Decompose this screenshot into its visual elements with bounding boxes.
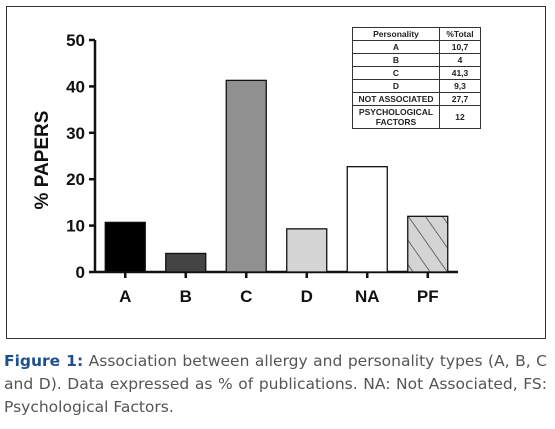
data-table: Personality %Total A 10,7 B 4 C 41,3 D 9…: [352, 27, 481, 129]
bar-d: [286, 228, 328, 273]
table-row: A 10,7: [352, 40, 481, 54]
y-tick-label: 30: [66, 124, 85, 143]
caption-label: Figure 1:: [4, 352, 84, 370]
x-tick-label: A: [119, 287, 131, 306]
table-row: C 41,3: [352, 66, 481, 80]
x-tick-label: NA: [355, 287, 380, 306]
table-row: D 9,3: [352, 79, 481, 93]
table-header-personality: Personality: [352, 27, 440, 41]
bars: [104, 79, 449, 273]
table-cell-personality: B: [352, 53, 440, 67]
table-row: PSYCHOLOGICAL FACTORS 12: [352, 105, 481, 129]
bar-a: [104, 221, 146, 273]
y-tick-label: 20: [66, 170, 85, 189]
table-cell-total: 10,7: [439, 40, 481, 54]
table-cell-total: 41,3: [439, 66, 481, 80]
bar-na: [346, 166, 388, 273]
x-tick-label: D: [301, 287, 313, 306]
table-cell-total: 4: [439, 53, 481, 67]
table-row: B 4: [352, 53, 481, 67]
table-cell-personality: D: [352, 79, 440, 93]
figure-frame: [6, 6, 546, 339]
table-cell-total: 9,3: [439, 79, 481, 93]
table-cell-total: 12: [439, 105, 481, 129]
bar-b: [165, 252, 207, 273]
bar-c: [225, 79, 267, 273]
table-cell-personality: C: [352, 66, 440, 80]
y-tick-label: 0: [76, 263, 85, 282]
y-tick-label: 50: [66, 31, 85, 50]
x-tick-labels: A B C D NA PF: [119, 287, 439, 306]
caption-text: Association between allergy and personal…: [4, 352, 547, 416]
table-cell-personality: NOT ASSOCIATED: [352, 92, 440, 106]
x-tick-label: B: [180, 287, 192, 306]
x-tick-label: PF: [417, 287, 439, 306]
x-axis: [95, 270, 458, 278]
y-axis-label: % PAPERS: [32, 111, 53, 210]
table-header-row: Personality %Total: [352, 27, 481, 41]
y-tick-label: 40: [66, 77, 85, 96]
y-tick-label: 10: [66, 217, 85, 236]
table-cell-total: 27,7: [439, 92, 481, 106]
bar-pf: [407, 215, 449, 273]
y-axis: 0 10 20 30 40 50: [66, 31, 97, 282]
table-cell-personality: A: [352, 40, 440, 54]
table-cell-personality: PSYCHOLOGICAL FACTORS: [352, 105, 440, 129]
x-tick-label: C: [240, 287, 252, 306]
table-header-total: %Total: [439, 27, 481, 41]
figure-caption: Figure 1: Association between allergy an…: [4, 350, 547, 419]
table-row: NOT ASSOCIATED 27,7: [352, 92, 481, 106]
